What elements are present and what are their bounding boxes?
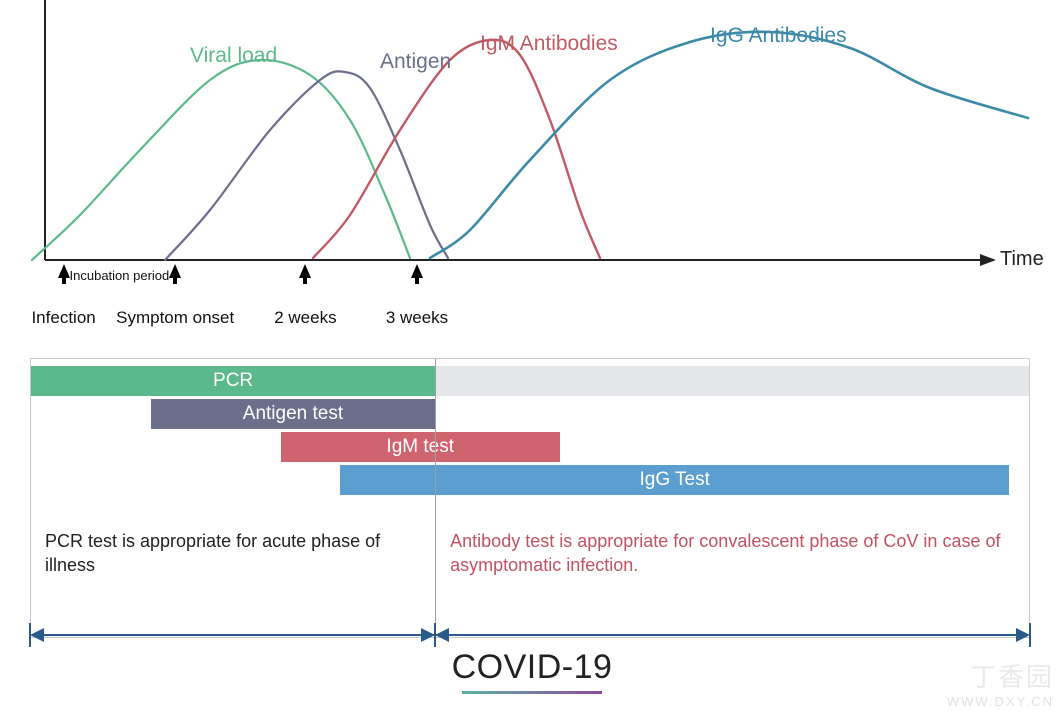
tick-stem bbox=[303, 274, 307, 284]
title-text: COVID-19 bbox=[0, 648, 1064, 687]
incubation-period-label: Incubation period bbox=[70, 268, 170, 283]
watermark: 丁香园 WWW.DXY.CN bbox=[947, 657, 1054, 709]
timeline-divider bbox=[435, 359, 436, 637]
immune-response-chart: Viral load Antigen IgM Antibodies IgG Antib… bbox=[30, 0, 1030, 290]
watermark-url: WWW.DXY.CN bbox=[947, 694, 1054, 709]
bar-igm: IgM test bbox=[281, 432, 560, 462]
viral-load-label: Viral load bbox=[190, 44, 277, 68]
igm-label: IgM Antibodies bbox=[480, 32, 618, 56]
bar-igg: IgG Test bbox=[340, 465, 1009, 495]
note-pcr: PCR test is appropriate for acute phase … bbox=[45, 529, 429, 578]
figure-title: COVID-19 bbox=[0, 648, 1064, 694]
timeline-gray-fill bbox=[435, 366, 1029, 396]
watermark-logo: 丁香园 bbox=[970, 662, 1054, 692]
tick-stem bbox=[415, 274, 419, 284]
tick-label: Infection bbox=[31, 308, 95, 328]
tick-label: 2 weeks bbox=[274, 308, 336, 328]
igg-label: IgG Antibodies bbox=[710, 24, 847, 48]
test-timeline-panel: PCRAntigen testIgM testIgG Test PCR test … bbox=[30, 358, 1030, 638]
tick-stem bbox=[62, 274, 66, 284]
tick-label: Symptom onset bbox=[116, 308, 234, 328]
tick-label: 3 weeks bbox=[386, 308, 448, 328]
bar-antigen: Antigen test bbox=[151, 399, 435, 429]
note-antibody: Antibody test is appropriate for convale… bbox=[450, 529, 1019, 578]
x-axis-time-label: Time bbox=[1000, 248, 1044, 271]
title-underline bbox=[462, 691, 602, 694]
bar-pcr: PCR bbox=[31, 366, 435, 396]
antigen-label: Antigen bbox=[380, 50, 451, 74]
tick-stem bbox=[173, 274, 177, 284]
